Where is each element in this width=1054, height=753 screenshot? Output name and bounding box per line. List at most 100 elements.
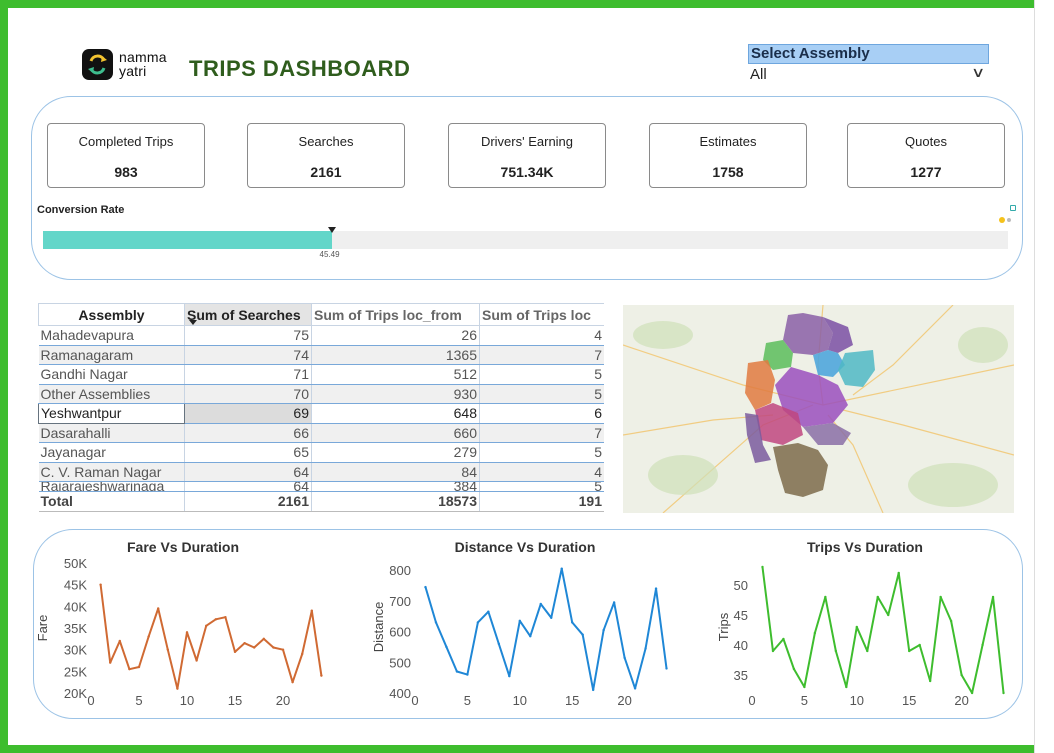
series-line[interactable] [99, 584, 323, 690]
data-point[interactable] [991, 595, 995, 599]
data-point[interactable] [487, 610, 490, 613]
data-point[interactable] [320, 674, 323, 677]
fare-vs-duration-chart[interactable]: 20K 25K 30K 35K 40K 45K 50K 0 5 10 15 20 Fare [33, 553, 343, 713]
data-point[interactable] [262, 637, 265, 641]
data-point[interactable] [665, 667, 668, 670]
data-point[interactable] [424, 585, 427, 589]
map-region-slate[interactable] [803, 423, 851, 445]
column-header-sum-searches[interactable]: Sum of Searches [184, 303, 312, 326]
data-point[interactable] [539, 602, 542, 606]
data-point[interactable] [654, 587, 658, 590]
data-point[interactable] [224, 615, 227, 619]
data-point[interactable] [845, 685, 848, 689]
data-point[interactable] [301, 652, 304, 656]
data-point[interactable] [866, 649, 869, 653]
table-row[interactable]: C. V. Raman Nagar 64 84 4 [38, 462, 604, 482]
map-region-violet[interactable] [823, 317, 853, 353]
data-point[interactable] [195, 659, 198, 662]
data-point[interactable] [445, 645, 448, 649]
map-region-green[interactable] [763, 340, 793, 370]
data-point[interactable] [434, 621, 438, 624]
data-point[interactable] [281, 648, 285, 651]
data-point[interactable] [205, 624, 208, 628]
data-point[interactable] [970, 691, 974, 695]
data-point[interactable] [243, 641, 246, 645]
data-point[interactable] [949, 619, 953, 623]
data-point[interactable] [99, 583, 102, 586]
data-point[interactable] [529, 635, 532, 638]
data-point[interactable] [761, 565, 764, 569]
data-point[interactable] [466, 673, 469, 676]
table-row[interactable]: Gandhi Nagar 71 512 5 [38, 364, 604, 385]
kpi-card-completed-trips[interactable]: Completed Trips 983 [47, 123, 205, 188]
data-point[interactable] [550, 616, 553, 619]
data-point[interactable] [253, 646, 256, 649]
data-point[interactable] [185, 631, 189, 634]
data-point[interactable] [939, 595, 942, 599]
data-point[interactable] [623, 656, 626, 659]
data-point[interactable] [508, 674, 511, 678]
kpi-card-estimates[interactable]: Estimates 1758 [649, 123, 807, 188]
column-header-trips-loc[interactable]: Sum of Trips loc [479, 303, 604, 326]
data-point[interactable] [571, 621, 574, 624]
data-point[interactable] [176, 687, 179, 690]
data-point[interactable] [612, 601, 616, 604]
data-point[interactable] [1002, 691, 1005, 695]
data-point[interactable] [981, 643, 984, 647]
table-row[interactable]: Mahadevapura 75 26 4 [38, 325, 604, 346]
data-point[interactable] [233, 650, 237, 654]
data-point[interactable] [928, 679, 932, 683]
data-point[interactable] [310, 609, 313, 612]
assembly-table[interactable]: Assembly Sum of Searches Sum of Trips lo… [38, 303, 604, 513]
data-point[interactable] [644, 647, 647, 650]
data-point[interactable] [591, 688, 595, 692]
data-point[interactable] [834, 649, 838, 653]
data-point[interactable] [128, 667, 131, 671]
data-point[interactable] [581, 633, 584, 636]
data-point[interactable] [602, 628, 605, 632]
data-point[interactable] [918, 643, 921, 647]
data-point[interactable] [518, 619, 521, 623]
table-row[interactable]: Jayanagar 65 279 5 [38, 442, 604, 463]
data-point[interactable] [633, 687, 637, 690]
map-region-teal[interactable] [838, 350, 875, 387]
map-region-orange[interactable] [745, 360, 775, 410]
trips-vs-duration-chart[interactable]: 35 40 45 50 0 5 10 15 20 Trips [712, 553, 1022, 713]
kpi-card-drivers-earning[interactable]: Drivers' Earning 751.34K [448, 123, 606, 188]
data-point[interactable] [887, 613, 890, 617]
assembly-slicer-value[interactable]: All [750, 66, 767, 83]
data-point[interactable] [166, 648, 169, 651]
table-row-selected[interactable]: Yeshwantpur 69 648 6 [38, 403, 604, 424]
visual-header-icon[interactable] [1010, 205, 1016, 211]
data-point[interactable] [157, 607, 160, 610]
table-row[interactable]: Other Assemblies 70 930 5 [38, 384, 604, 404]
conversion-rate-bar[interactable] [43, 227, 1008, 249]
data-point[interactable] [824, 595, 827, 599]
data-point[interactable] [908, 649, 911, 653]
data-point[interactable] [560, 567, 563, 570]
column-header-trips-loc-from[interactable]: Sum of Trips loc_from [311, 303, 480, 326]
column-header-assembly[interactable]: Assembly [38, 303, 185, 326]
kpi-card-quotes[interactable]: Quotes 1277 [847, 123, 1005, 188]
data-point[interactable] [792, 667, 796, 671]
series-line[interactable] [424, 567, 668, 691]
map-region-magenta[interactable] [755, 403, 803, 445]
data-point[interactable] [876, 595, 879, 599]
chevron-down-icon[interactable]: ∨ [970, 64, 986, 80]
data-point[interactable] [272, 646, 275, 649]
data-point[interactable] [137, 665, 141, 669]
data-point[interactable] [214, 618, 217, 621]
data-point[interactable] [897, 571, 900, 575]
map-region-blue[interactable] [813, 350, 845, 377]
data-point[interactable] [782, 637, 785, 641]
map-region-brown[interactable] [773, 443, 828, 497]
data-point[interactable] [813, 631, 817, 635]
data-point[interactable] [960, 673, 963, 677]
table-row[interactable]: Rajarajeshwarinaga 64 384 5 [38, 481, 604, 492]
table-row[interactable]: Ramanagaram 74 1365 7 [38, 345, 604, 365]
data-point[interactable] [497, 642, 501, 646]
map-region-violet-west[interactable] [745, 413, 771, 463]
data-point[interactable] [476, 621, 480, 624]
data-point[interactable] [118, 639, 122, 643]
distance-vs-duration-chart[interactable]: 400 500 600 700 800 0 5 10 15 20 Distance [365, 553, 685, 713]
